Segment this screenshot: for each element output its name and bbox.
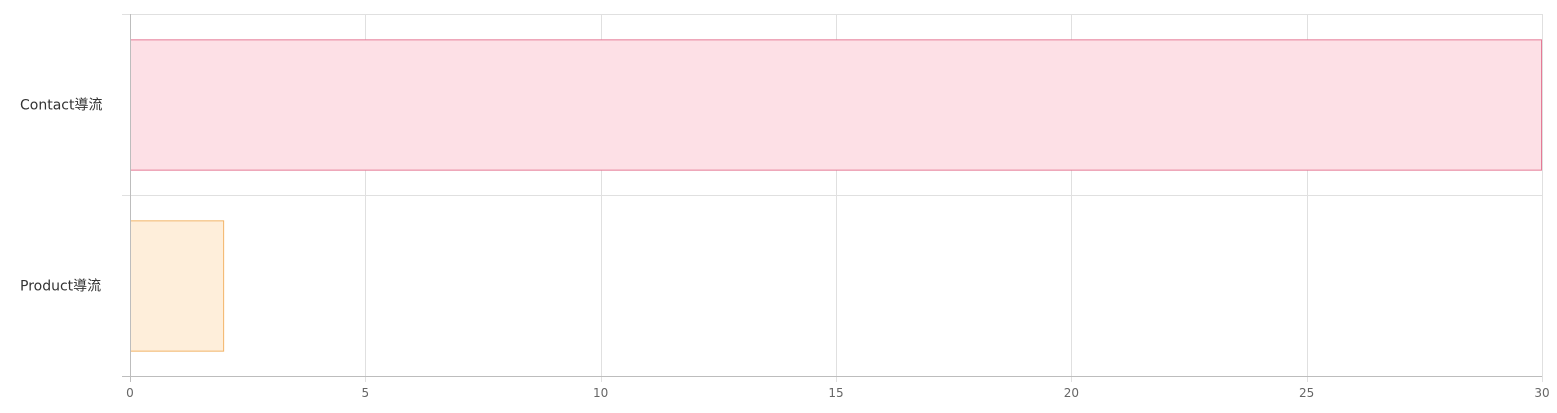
axes [122,14,1542,382]
labels: 0 5 10 15 20 25 30 Contact導流 Product導流 [20,98,1550,401]
bar-0 [130,39,1542,171]
x-tick-label-30: 30 [1534,386,1549,400]
category-label-1: Product導流 [20,279,101,295]
x-tick-label-20: 20 [1064,386,1079,400]
bars [130,39,1542,352]
bar-1 [130,220,225,352]
x-tick-label-5: 5 [362,386,370,400]
category-label-0: Contact導流 [20,98,102,114]
x-tick-label-10: 10 [593,386,608,400]
x-tick-label-15: 15 [828,386,843,400]
x-tick-label-0: 0 [126,386,134,400]
x-tick-label-25: 25 [1299,386,1314,400]
